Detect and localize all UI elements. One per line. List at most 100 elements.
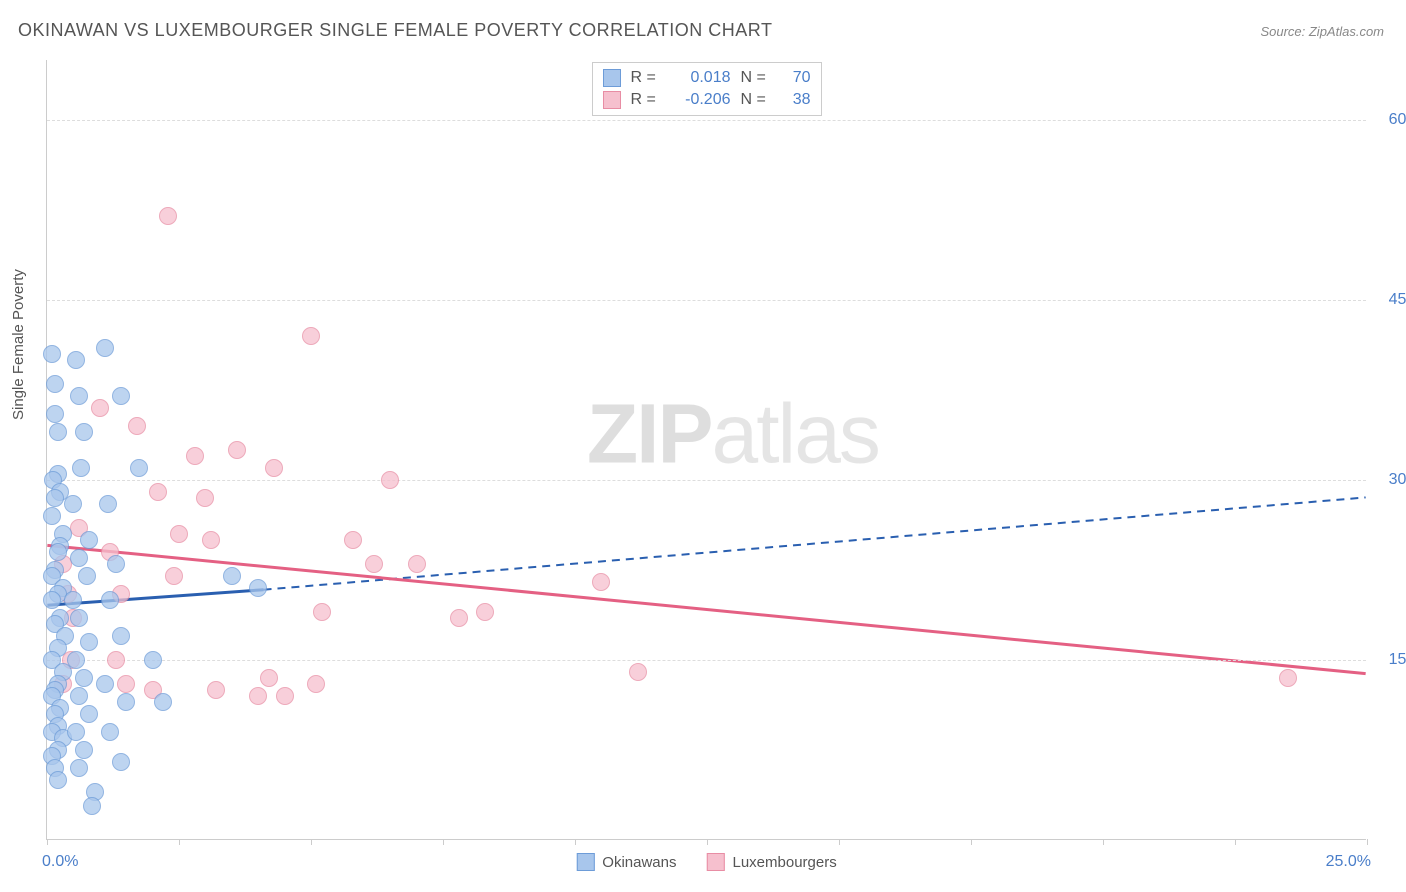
x-axis-min-label: 0.0% bbox=[42, 853, 78, 871]
r-value-okinawans: 0.018 bbox=[671, 69, 731, 87]
scatter-point-okinawan bbox=[64, 495, 82, 513]
scatter-point-okinawan bbox=[144, 651, 162, 669]
scatter-point-okinawan bbox=[70, 387, 88, 405]
scatter-point-luxembourger bbox=[107, 651, 125, 669]
scatter-point-okinawan bbox=[107, 555, 125, 573]
gridline bbox=[47, 660, 1366, 661]
scatter-point-okinawan bbox=[70, 609, 88, 627]
scatter-point-okinawan bbox=[70, 687, 88, 705]
scatter-point-okinawan bbox=[83, 797, 101, 815]
scatter-point-okinawan bbox=[64, 591, 82, 609]
scatter-point-okinawan bbox=[75, 669, 93, 687]
scatter-point-luxembourger bbox=[128, 417, 146, 435]
watermark-atlas: atlas bbox=[712, 386, 879, 480]
r-label: R = bbox=[631, 69, 661, 87]
scatter-point-okinawan bbox=[112, 387, 130, 405]
scatter-point-okinawan bbox=[70, 549, 88, 567]
x-tick bbox=[311, 839, 312, 845]
y-tick-label: 45.0% bbox=[1389, 291, 1406, 309]
x-tick bbox=[839, 839, 840, 845]
scatter-point-okinawan bbox=[112, 627, 130, 645]
scatter-point-okinawan bbox=[80, 633, 98, 651]
swatch-luxembourgers-bottom bbox=[706, 853, 724, 871]
y-tick-label: 15.0% bbox=[1389, 651, 1406, 669]
scatter-point-okinawan bbox=[80, 531, 98, 549]
scatter-point-okinawan bbox=[130, 459, 148, 477]
scatter-point-luxembourger bbox=[91, 399, 109, 417]
scatter-point-luxembourger bbox=[165, 567, 183, 585]
scatter-point-luxembourger bbox=[344, 531, 362, 549]
scatter-point-okinawan bbox=[75, 741, 93, 759]
y-tick-label: 30.0% bbox=[1389, 471, 1406, 489]
scatter-point-luxembourger bbox=[249, 687, 267, 705]
scatter-point-luxembourger bbox=[207, 681, 225, 699]
scatter-point-okinawan bbox=[99, 495, 117, 513]
scatter-point-luxembourger bbox=[276, 687, 294, 705]
x-tick bbox=[443, 839, 444, 845]
scatter-point-okinawan bbox=[249, 579, 267, 597]
scatter-point-luxembourger bbox=[307, 675, 325, 693]
scatter-point-luxembourger bbox=[365, 555, 383, 573]
legend-label-okinawans: Okinawans bbox=[602, 854, 676, 871]
scatter-point-luxembourger bbox=[228, 441, 246, 459]
scatter-point-okinawan bbox=[70, 759, 88, 777]
watermark-zip: ZIP bbox=[587, 386, 712, 480]
scatter-point-luxembourger bbox=[265, 459, 283, 477]
scatter-point-okinawan bbox=[67, 723, 85, 741]
n-label: N = bbox=[741, 69, 771, 87]
scatter-point-luxembourger bbox=[592, 573, 610, 591]
r-label: R = bbox=[631, 91, 661, 109]
scatter-point-okinawan bbox=[101, 591, 119, 609]
scatter-point-luxembourger bbox=[260, 669, 278, 687]
scatter-point-okinawan bbox=[46, 375, 64, 393]
gridline bbox=[47, 300, 1366, 301]
x-axis-max-label: 25.0% bbox=[1326, 853, 1371, 871]
x-tick bbox=[1367, 839, 1368, 845]
scatter-point-okinawan bbox=[49, 771, 67, 789]
legend-item-okinawans: Okinawans bbox=[576, 853, 676, 871]
swatch-luxembourgers bbox=[603, 91, 621, 109]
scatter-point-okinawan bbox=[78, 567, 96, 585]
swatch-okinawans bbox=[603, 69, 621, 87]
scatter-point-luxembourger bbox=[450, 609, 468, 627]
scatter-point-okinawan bbox=[43, 591, 61, 609]
gridline bbox=[47, 480, 1366, 481]
scatter-point-luxembourger bbox=[1279, 669, 1297, 687]
legend-row-luxembourgers: R = -0.206 N = 38 bbox=[603, 89, 811, 111]
scatter-point-luxembourger bbox=[117, 675, 135, 693]
scatter-point-okinawan bbox=[67, 651, 85, 669]
scatter-point-luxembourger bbox=[476, 603, 494, 621]
scatter-point-okinawan bbox=[72, 459, 90, 477]
scatter-point-luxembourger bbox=[313, 603, 331, 621]
scatter-point-luxembourger bbox=[170, 525, 188, 543]
scatter-point-okinawan bbox=[154, 693, 172, 711]
scatter-point-luxembourger bbox=[629, 663, 647, 681]
scatter-point-okinawan bbox=[96, 675, 114, 693]
y-tick-label: 60.0% bbox=[1389, 111, 1406, 129]
x-tick bbox=[971, 839, 972, 845]
source-label: Source: ZipAtlas.com bbox=[1260, 24, 1384, 39]
n-value-luxembourgers: 38 bbox=[781, 91, 811, 109]
x-tick bbox=[1103, 839, 1104, 845]
scatter-point-luxembourger bbox=[202, 531, 220, 549]
scatter-point-okinawan bbox=[67, 351, 85, 369]
scatter-point-okinawan bbox=[75, 423, 93, 441]
scatter-point-okinawan bbox=[43, 507, 61, 525]
scatter-point-okinawan bbox=[46, 405, 64, 423]
chart-title: OKINAWAN VS LUXEMBOURGER SINGLE FEMALE P… bbox=[18, 20, 772, 41]
x-tick bbox=[1235, 839, 1236, 845]
scatter-point-okinawan bbox=[101, 723, 119, 741]
scatter-point-luxembourger bbox=[302, 327, 320, 345]
n-label: N = bbox=[741, 91, 771, 109]
x-tick bbox=[707, 839, 708, 845]
plot-area: ZIPatlas R = 0.018 N = 70 R = -0.206 N =… bbox=[46, 60, 1366, 840]
scatter-point-luxembourger bbox=[186, 447, 204, 465]
legend-item-luxembourgers: Luxembourgers bbox=[706, 853, 836, 871]
scatter-point-okinawan bbox=[117, 693, 135, 711]
scatter-point-luxembourger bbox=[159, 207, 177, 225]
correlation-legend: R = 0.018 N = 70 R = -0.206 N = 38 bbox=[592, 62, 822, 116]
x-tick bbox=[575, 839, 576, 845]
series-legend: Okinawans Luxembourgers bbox=[576, 853, 836, 871]
gridline bbox=[47, 120, 1366, 121]
y-axis-label: Single Female Poverty bbox=[10, 269, 27, 420]
